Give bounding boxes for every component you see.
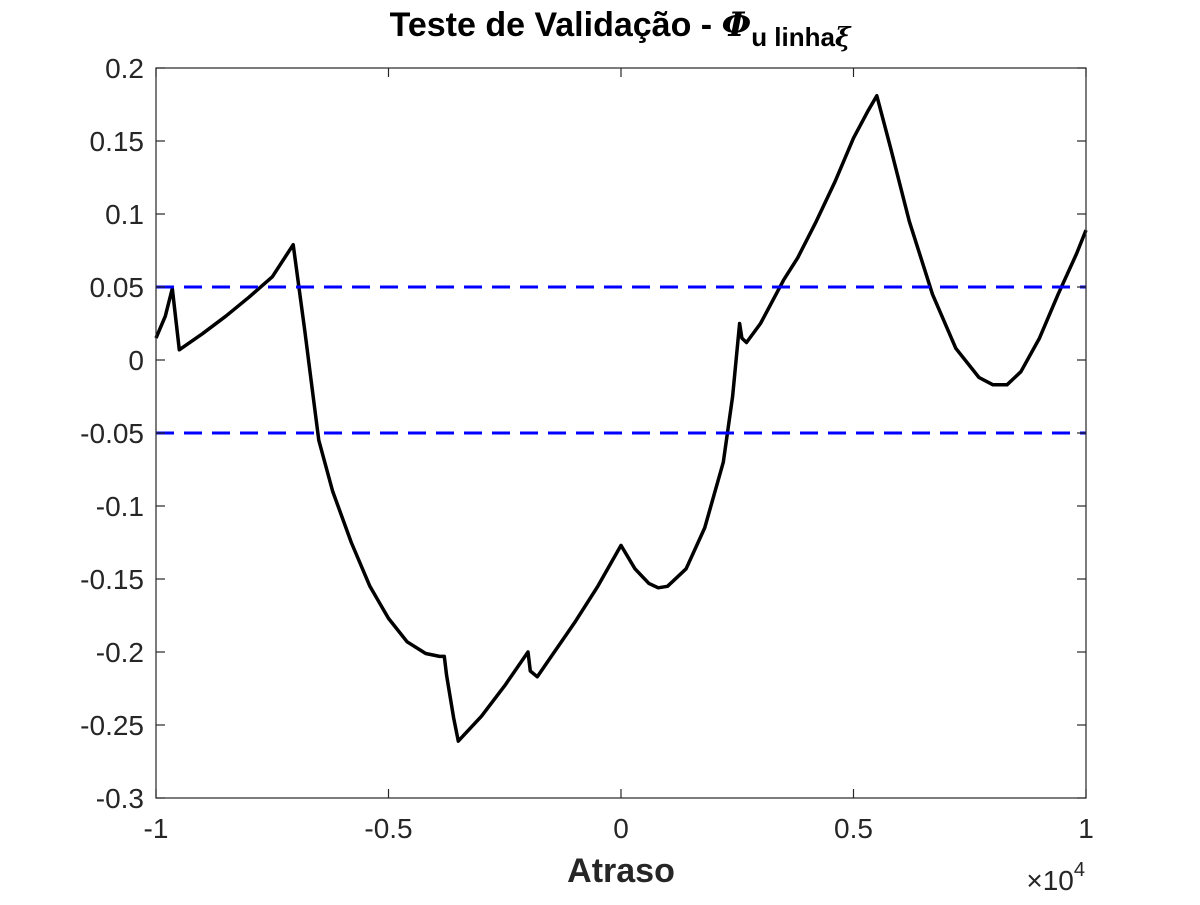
chart-title-symbol: Φ [722,5,752,45]
y-tick-label: -0.15 [80,564,144,595]
chart-title-main: Teste de Validação - [390,6,722,44]
x-tick-label: 0 [613,813,629,844]
x-axis-multiplier-base: ×10 [1026,865,1074,896]
correlation-line [154,93,1088,743]
y-tick-label: -0.05 [80,418,144,449]
axes-layer: -1 -0.5 0 0.5 1 -0.3 -0.25 -0.2 -0.15 -0.1 -0.05 0 0… [80,53,1094,844]
y-tick-label: -0.3 [96,783,144,814]
x-axis-multiplier-exponent: 4 [1074,859,1085,881]
chart-title: Teste de Validação - Φu linhaξ [390,5,852,53]
y-tick-label: 0.15 [90,126,145,157]
y-tick-label: -0.2 [96,637,144,668]
x-tick-label: 1 [1078,813,1094,844]
y-tick-label: -0.25 [80,710,144,741]
y-tick-label: 0.1 [105,199,144,230]
chart-title-subscript-symbol: ξ [835,23,852,53]
x-axis-multiplier: ×104 [1026,859,1085,896]
x-tick-label: -0.5 [364,813,412,844]
y-tick-label: -0.1 [96,491,144,522]
x-tick-label: -1 [144,813,169,844]
series-layer [154,93,1088,743]
y-tick-label: 0.05 [90,272,145,303]
y-tick-label: 0 [128,345,144,376]
y-tick-label: 0.2 [105,53,144,84]
x-axis-label: Atraso [567,852,675,890]
x-tick-label: 0.5 [834,813,873,844]
chart-title-subscript: u linha [751,22,835,52]
